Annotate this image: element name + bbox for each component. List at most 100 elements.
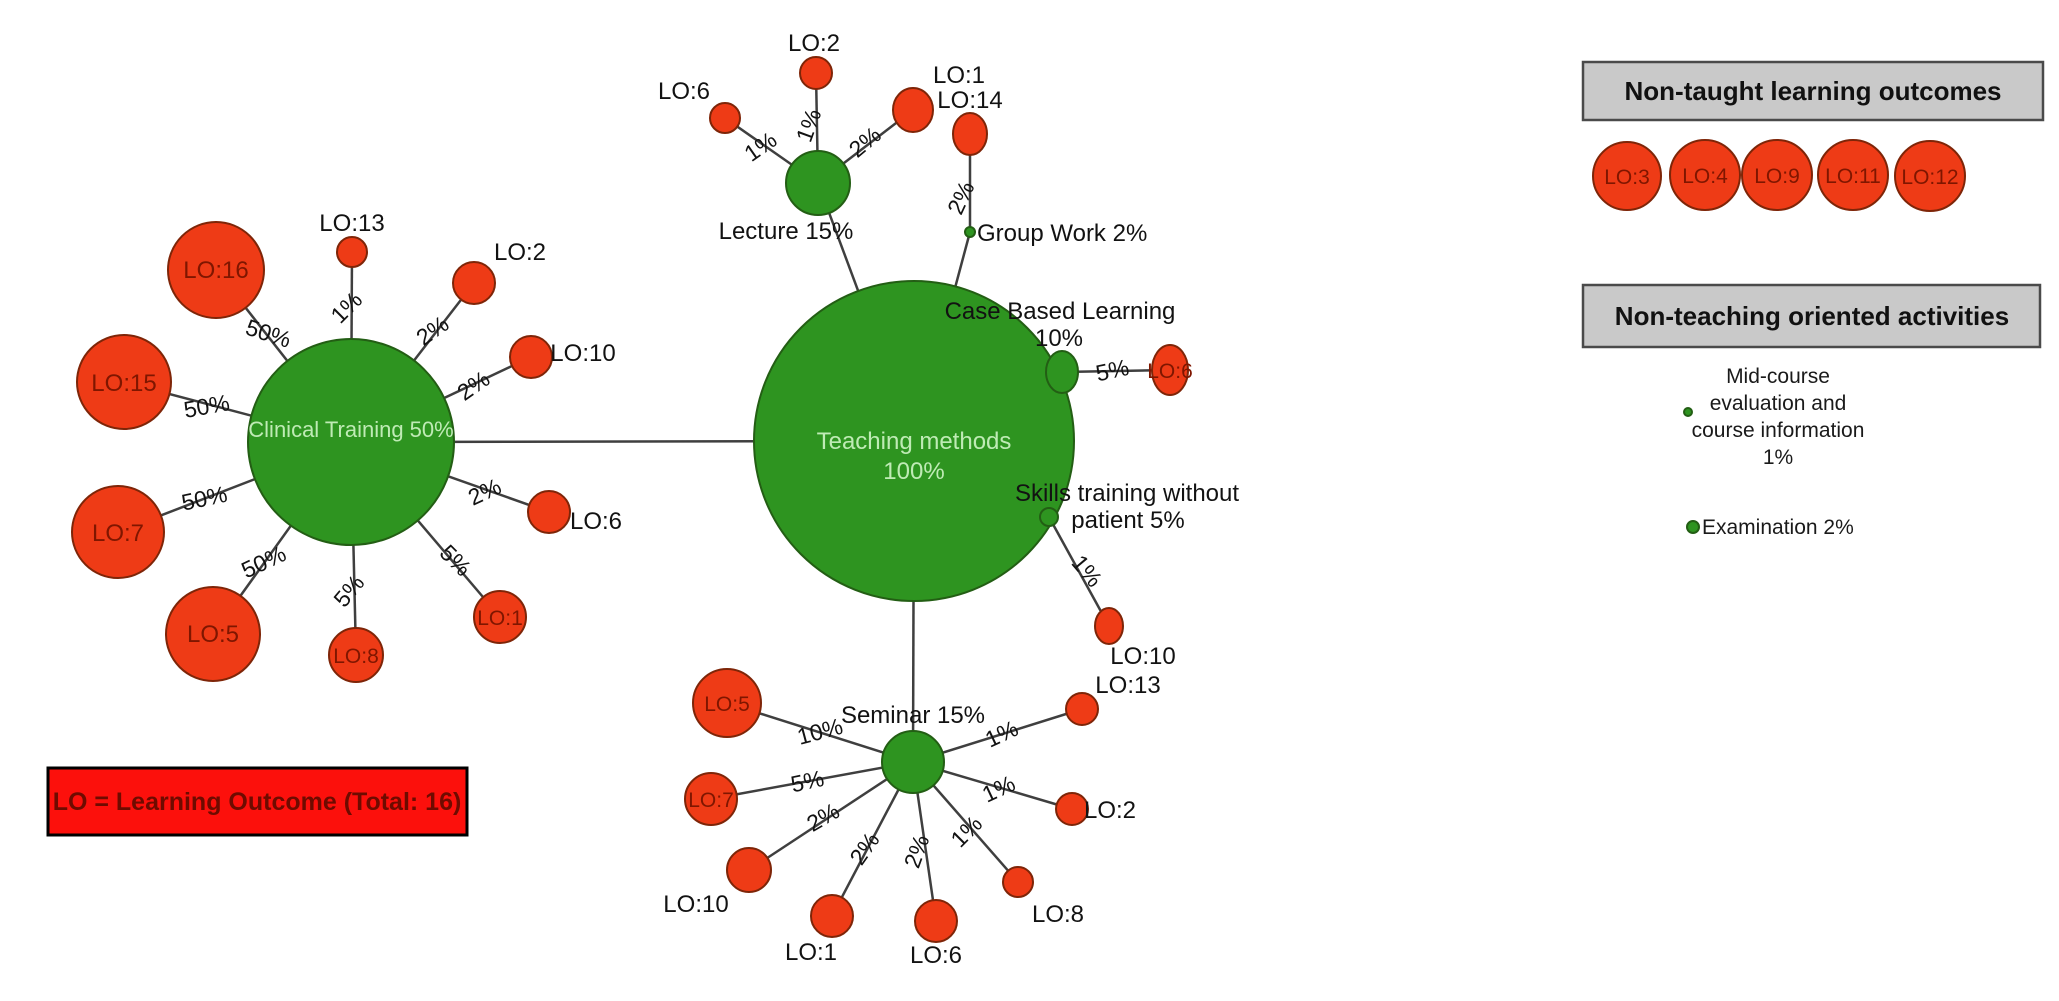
clinical-lo13-node: [336, 236, 368, 268]
clinical-lo5-node: [165, 586, 261, 682]
skills-label-line1: Skills training without: [1015, 480, 1239, 507]
non-taught-lo11-label: LO:11: [1825, 165, 1881, 188]
non-teaching-header-box: [1581, 283, 2042, 349]
seminar-lo8-label: LO:8: [1032, 901, 1084, 928]
seminar-lo5-label: LO:5: [704, 693, 750, 716]
groupwork-lo14-node: [952, 112, 988, 156]
skills-lo10-pct: 1%: [1066, 550, 1107, 592]
clinical-lo1-pct: 5%: [435, 539, 477, 581]
non-taught-lo9-label: LO:9: [1754, 165, 1800, 188]
clinical-lo5-label: LO:5: [187, 621, 239, 648]
clinical-lo10-pct: 2%: [452, 365, 494, 405]
legend-text: LO = Learning Outcome (Total: 16): [53, 788, 462, 816]
lecture-lo6-node: [709, 102, 741, 134]
seminar-lo1-pct: 2%: [844, 827, 884, 869]
clinical-lo6-node: [527, 490, 571, 534]
seminar-lo1-node: [810, 894, 854, 938]
non-taught-title: Non-taught learning outcomes: [1625, 76, 2002, 106]
seminar-lo1-label: LO:1: [785, 939, 837, 966]
edge-skills-lo10: [1047, 516, 1111, 627]
non-taught-lo3-node: [1592, 141, 1662, 211]
seminar-lo6-label: LO:6: [910, 942, 962, 969]
clinical-lo6-label: LO:6: [570, 508, 622, 535]
non-taught-lo12-label: LO:12: [1901, 166, 1958, 189]
lecture-lo1-node: [892, 87, 934, 133]
legend: LO = Learning Outcome (Total: 16): [46, 766, 469, 837]
non-taught-header-box: [1581, 60, 2045, 122]
clinical-lo8-pct: 5%: [328, 570, 369, 612]
clinical-lo1-label: LO:1: [477, 607, 523, 630]
clinical-lo15-node: [76, 334, 172, 430]
groupwork-lo14-pct: 2%: [942, 177, 980, 218]
lecture-lo1-pct: 2%: [844, 121, 886, 162]
seminar-lo7-label: LO:7: [688, 789, 734, 812]
seminar-lo7-pct: 5%: [788, 765, 826, 797]
seminar-lo8-node: [1002, 866, 1034, 898]
case-based-learning-node: [1045, 350, 1079, 394]
teaching-methods-pct: 100%: [883, 458, 944, 485]
casebased-lo6-node: [1151, 344, 1189, 396]
learning-outcome-nodes: [71, 56, 1189, 943]
non-taught-lo4-label: LO:4: [1682, 165, 1728, 188]
seminar-node: [881, 730, 945, 794]
seminar-lo8-pct: 1%: [945, 810, 987, 852]
lecture-node: [785, 150, 851, 216]
clinical-lo7-label: LO:7: [92, 520, 144, 547]
groupwork-lo14-label: LO:14: [937, 87, 1002, 114]
clinical-lo10-label: LO:10: [550, 340, 615, 367]
clinical-lo5-pct: 50%: [237, 540, 290, 583]
clinical-lo13-pct: 1%: [325, 286, 367, 328]
non-taught-lo3-label: LO:3: [1604, 166, 1650, 189]
edge-seminar-lo10: [748, 760, 914, 872]
seminar-lo10-label: LO:10: [663, 891, 728, 918]
clinical-lo2-label: LO:2: [494, 239, 546, 266]
casebased-lo6-label: LO:6: [1147, 360, 1193, 383]
clinical-lo10-node: [509, 335, 553, 379]
casebased-lo6-pct: 5%: [1093, 354, 1131, 386]
lecture-lo2-label: LO:2: [788, 30, 840, 57]
case-based-pct: 10%: [1035, 325, 1083, 352]
examination-label: Examination 2%: [1702, 516, 1854, 539]
clinical-lo8-node: [328, 627, 384, 683]
clinical-lo15-label: LO:15: [91, 370, 156, 397]
clinical-lo16-pct: 50%: [243, 314, 295, 353]
lecture-lo6-label: LO:6: [658, 78, 710, 105]
seminar-lo2-pct: 1%: [978, 770, 1019, 808]
seminar-lo2-node: [1055, 792, 1089, 826]
group-work-node: [964, 226, 976, 238]
clinical-lo16-node: [167, 221, 265, 319]
non-taught-panel: Non-taught learning outcomes LO:3 LO:4 L…: [1581, 60, 2045, 212]
seminar-label: Seminar 15%: [841, 702, 985, 729]
seminar-lo6-node: [914, 899, 958, 943]
node-labels: Teaching methods 100% Clinical Training …: [91, 30, 1239, 969]
seminar-lo5-node: [692, 668, 762, 738]
mid-course-node: [1683, 407, 1693, 417]
lecture-lo2-pct: 1%: [791, 105, 827, 145]
skills-lo10-node: [1094, 607, 1124, 645]
skills-label-line2: patient 5%: [1071, 507, 1184, 534]
lecture-lo2-node: [799, 56, 833, 90]
skills-lo10-label: LO:10: [1110, 643, 1175, 670]
group-work-label: Group Work 2%: [977, 220, 1147, 247]
clinical-lo1-node: [473, 590, 527, 644]
teaching-methods-label: Teaching methods: [817, 428, 1012, 455]
mid-course-label-line1: Mid-course: [1726, 365, 1830, 388]
edge-seminar-lo7: [710, 760, 914, 801]
seminar-lo13-node: [1065, 692, 1099, 726]
clinical-lo8-label: LO:8: [333, 645, 379, 668]
mid-course-label-line4: 1%: [1763, 446, 1793, 469]
lecture-label: Lecture 15%: [719, 218, 854, 245]
clinical-lo13-label: LO:13: [319, 210, 384, 237]
seminar-lo13-label: LO:13: [1095, 672, 1160, 699]
teaching-methods-node: [753, 280, 1075, 602]
lecture-lo1-label: LO:1: [933, 62, 985, 89]
legend-box: [46, 766, 469, 837]
clinical-training-label: Clinical Training 50%: [248, 417, 453, 442]
clinical-lo15-pct: 50%: [182, 389, 232, 423]
non-teaching-title: Non-teaching oriented activities: [1615, 301, 2009, 331]
mid-course-label-line3: course information: [1692, 419, 1865, 442]
method-nodes: [247, 150, 1079, 794]
clinical-lo7-pct: 50%: [179, 481, 229, 516]
non-taught-lo9-node: [1741, 139, 1813, 211]
